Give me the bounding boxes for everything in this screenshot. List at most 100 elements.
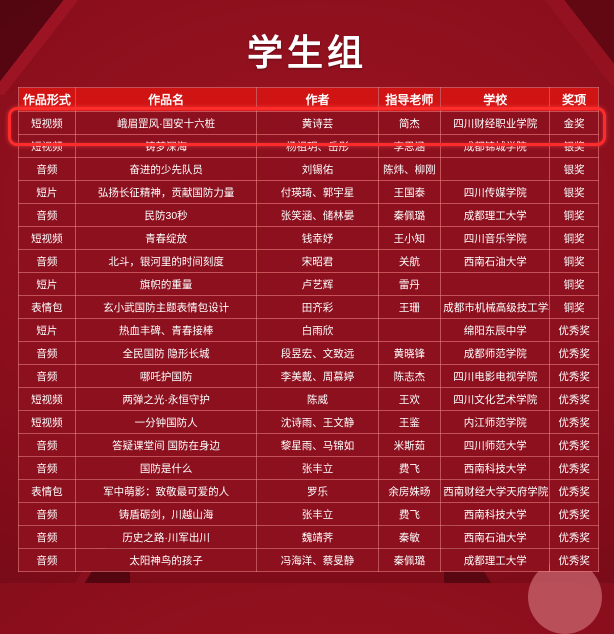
cell-award: 优秀奖 (549, 456, 599, 480)
cell-award: 银奖 (549, 180, 599, 204)
cell-title: 铸梦深海 (74, 134, 258, 158)
cell-title: 民防30秒 (74, 203, 258, 227)
cell-school: 西南石油大学 (440, 525, 551, 549)
table-row: 音频 全民国防 隐形长城 段昱宏、文致远 黄晓锋 成都师范学院 优秀奖 (18, 341, 599, 365)
cell-teacher: 关航 (377, 249, 442, 273)
cell-author: 田齐彩 (256, 295, 379, 319)
cell-teacher: 费飞 (377, 502, 442, 526)
cell-award: 优秀奖 (549, 525, 599, 549)
cell-author: 李美戴、周慕婷 (256, 364, 379, 388)
cell-author: 罗乐 (256, 479, 379, 503)
cell-school: 西南石油大学 (440, 249, 551, 273)
cell-teacher: 王国泰 (377, 180, 442, 204)
table-row: 短视频 铸梦深海 杨祖玥、岳彤 李思涵 成都锦城学院 银奖 (18, 134, 599, 158)
table-row-highlighted[interactable]: 短视频 峨眉罡风·国安十六桩 黄诗芸 简杰 四川财经职业学院 金奖 (18, 111, 599, 135)
cell-author: 黄诗芸 (256, 111, 379, 135)
cell-author: 钱幸妤 (256, 226, 379, 250)
cell-title: 峨眉罡风·国安十六桩 (74, 111, 258, 135)
cell-teacher: 余房姝旸 (377, 479, 442, 503)
cell-award: 优秀奖 (549, 341, 599, 365)
table-row: 音频 国防是什么 张丰立 费飞 西南科技大学 优秀奖 (18, 456, 599, 480)
cell-author: 杨祖玥、岳彤 (256, 134, 379, 158)
cell-teacher: 陈炜、柳刚 (377, 157, 442, 181)
awards-table: 作品形式 作品名 作者 指导老师 学校 奖项 短视频 峨眉罡风·国安十六桩 黄诗… (18, 87, 599, 572)
cell-award: 铜奖 (549, 226, 599, 250)
cell-award: 铜奖 (549, 272, 599, 296)
table-row: 短视频 青春绽放 钱幸妤 王小知 四川音乐学院 铜奖 (18, 226, 599, 250)
cell-format: 音频 (18, 433, 76, 457)
table-row: 音频 民防30秒 张笑涵、储林晏 秦佩璐 成都理工大学 铜奖 (18, 203, 599, 227)
cell-teacher: 雷丹 (377, 272, 442, 296)
cell-format: 音频 (18, 203, 76, 227)
cell-format: 短片 (18, 272, 76, 296)
cell-author: 冯海洋、蔡旻静 (256, 548, 379, 572)
cell-teacher: 王小知 (377, 226, 442, 250)
cell-award: 优秀奖 (549, 548, 599, 572)
table-row: 音频 奋进的少先队员 刘锡佑 陈炜、柳刚 银奖 (18, 157, 599, 181)
cell-author: 张丰立 (256, 456, 379, 480)
cell-title: 旗帜的重量 (74, 272, 258, 296)
cell-format: 音频 (18, 341, 76, 365)
cell-school: 四川音乐学院 (440, 226, 551, 250)
cell-format: 表情包 (18, 295, 76, 319)
cell-school: 四川文化艺术学院 (440, 387, 551, 411)
cell-award: 优秀奖 (549, 364, 599, 388)
col-header-title: 作品名 (74, 87, 258, 112)
cell-author: 陈威 (256, 387, 379, 411)
cell-format: 音频 (18, 364, 76, 388)
cell-title: 铸盾砺剑，川越山海 (74, 502, 258, 526)
cell-school: 西南科技大学 (440, 502, 551, 526)
col-header-teacher: 指导老师 (377, 87, 442, 112)
cell-teacher: 陈志杰 (377, 364, 442, 388)
cell-format: 短视频 (18, 134, 76, 158)
cell-format: 音频 (18, 502, 76, 526)
table-row: 音频 太阳神鸟的孩子 冯海洋、蔡旻静 秦佩璐 成都理工大学 优秀奖 (18, 548, 599, 572)
table-row: 音频 铸盾砺剑，川越山海 张丰立 费飞 西南科技大学 优秀奖 (18, 502, 599, 526)
cell-author: 魏靖荠 (256, 525, 379, 549)
cell-title: 北斗，银河里的时间刻度 (74, 249, 258, 273)
cell-title: 青春绽放 (74, 226, 258, 250)
cell-teacher: 王珊 (377, 295, 442, 319)
cell-school (440, 272, 551, 296)
cell-school: 成都理工大学 (440, 203, 551, 227)
cell-format: 音频 (18, 157, 76, 181)
cell-school: 绵阳东辰中学 (440, 318, 551, 342)
cell-author: 宋昭君 (256, 249, 379, 273)
cell-format: 短视频 (18, 226, 76, 250)
table-row: 短片 热血丰碑、青春接棒 白雨欣 绵阳东辰中学 优秀奖 (18, 318, 599, 342)
cell-school: 成都锦城学院 (440, 134, 551, 158)
cell-format: 短视频 (18, 387, 76, 411)
cell-award: 银奖 (549, 157, 599, 181)
table-row: 表情包 军中萌影：致敬最可爱的人 罗乐 余房姝旸 西南财经大学天府学院 优秀奖 (18, 479, 599, 503)
cell-author: 张丰立 (256, 502, 379, 526)
table-row: 音频 答疑课堂间 国防在身边 黎星雨、马锦如 米斯茹 四川师范大学 优秀奖 (18, 433, 599, 457)
cell-award: 银奖 (549, 134, 599, 158)
cell-title: 答疑课堂间 国防在身边 (74, 433, 258, 457)
table-row: 音频 哪吒护国防 李美戴、周慕婷 陈志杰 四川电影电视学院 优秀奖 (18, 364, 599, 388)
col-header-school: 学校 (440, 87, 551, 112)
cell-school: 内江师范学院 (440, 410, 551, 434)
col-header-author: 作者 (256, 87, 379, 112)
cell-teacher: 费飞 (377, 456, 442, 480)
table-row: 音频 历史之路·川军出川 魏靖荠 秦敏 西南石油大学 优秀奖 (18, 525, 599, 549)
cell-teacher: 王鉴 (377, 410, 442, 434)
table-row: 短片 弘扬长征精神，贡献国防力量 付瑛琦、郭宇星 王国泰 四川传媒学院 银奖 (18, 180, 599, 204)
cell-title: 太阳神鸟的孩子 (74, 548, 258, 572)
cell-author: 白雨欣 (256, 318, 379, 342)
cell-teacher: 李思涵 (377, 134, 442, 158)
cell-format: 短视频 (18, 410, 76, 434)
cell-author: 沈诗雨、王文静 (256, 410, 379, 434)
table-row: 短片 旗帜的重量 卢艺辉 雷丹 铜奖 (18, 272, 599, 296)
cell-format: 音频 (18, 456, 76, 480)
cell-award: 优秀奖 (549, 410, 599, 434)
table-row: 音频 北斗，银河里的时间刻度 宋昭君 关航 西南石油大学 铜奖 (18, 249, 599, 273)
cell-title: 国防是什么 (74, 456, 258, 480)
cell-teacher: 简杰 (377, 111, 442, 135)
cell-school: 西南财经大学天府学院 (440, 479, 551, 503)
col-header-award: 奖项 (549, 87, 599, 112)
cell-school: 成都市机械高级技工学校 (440, 295, 551, 319)
cell-school: 四川财经职业学院 (440, 111, 551, 135)
cell-format: 音频 (18, 249, 76, 273)
cell-award: 金奖 (549, 111, 599, 135)
col-header-format: 作品形式 (18, 87, 76, 112)
